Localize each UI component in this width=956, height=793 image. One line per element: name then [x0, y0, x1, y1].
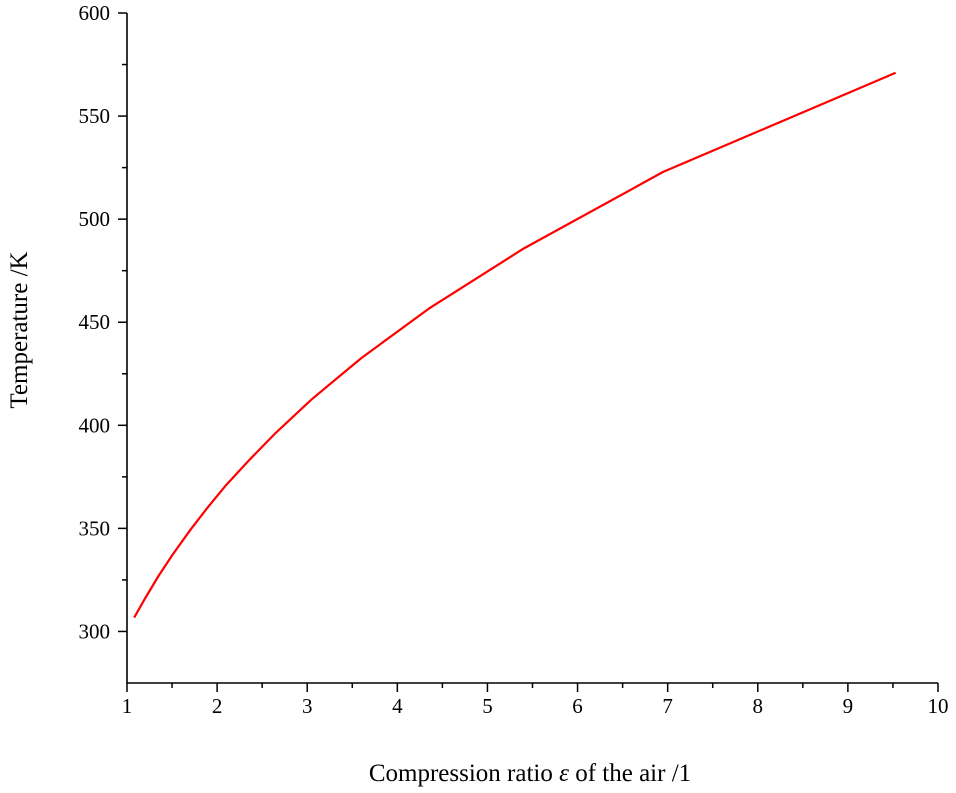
x-tick-label: 10 [928, 694, 949, 718]
y-tick-label: 600 [79, 1, 111, 25]
series-layer [133, 71, 897, 619]
x-tick-label: 2 [212, 694, 223, 718]
x-tick-label: 4 [392, 694, 403, 718]
x-tick-label: 1 [122, 694, 133, 718]
y-tick-label: 450 [79, 310, 111, 334]
x-axis-title-post: of the air /1 [569, 760, 691, 787]
x-tick-label: 7 [662, 694, 673, 718]
x-axis-title: Compression ratio ε of the air /1 [369, 760, 691, 787]
y-tick-label: 500 [79, 207, 111, 231]
y-axis-title: Temperature /K [6, 251, 33, 408]
x-tick-label: 3 [302, 694, 313, 718]
x-axis-title-symbol: ε [559, 760, 569, 787]
y-tick-label: 400 [79, 413, 111, 437]
temperature-curve [133, 71, 897, 619]
x-tick-label: 9 [843, 694, 854, 718]
y-tick-label: 300 [79, 619, 111, 643]
x-tick-label: 8 [753, 694, 764, 718]
y-tick-label: 550 [79, 104, 111, 128]
x-axis-title-pre: Compression ratio [369, 760, 559, 787]
ticks: 1 2 3 4 5 6 7 8 9 10 300 350 400 450 500 550 600 [79, 1, 949, 718]
y-tick-label: 350 [79, 516, 111, 540]
x-tick-label: 5 [482, 694, 493, 718]
x-tick-label: 6 [572, 694, 583, 718]
axes [126, 13, 938, 684]
